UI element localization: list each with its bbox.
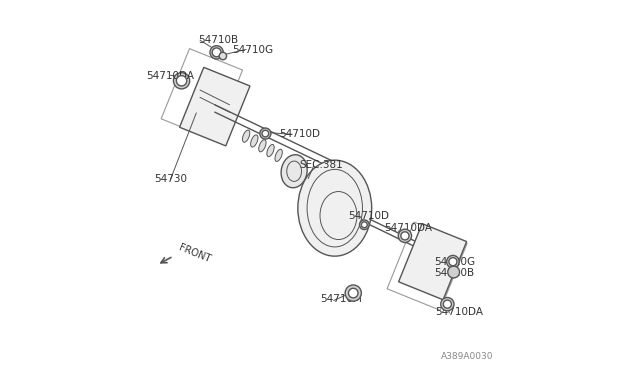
Circle shape xyxy=(262,130,269,137)
Circle shape xyxy=(345,285,362,301)
Text: SEC.381: SEC.381 xyxy=(300,160,344,170)
Ellipse shape xyxy=(243,130,250,142)
Text: FRONT: FRONT xyxy=(177,242,212,264)
Text: 54710B: 54710B xyxy=(434,268,474,278)
Text: 54710G: 54710G xyxy=(232,45,273,55)
Circle shape xyxy=(212,48,221,57)
Ellipse shape xyxy=(251,135,258,147)
Circle shape xyxy=(398,229,412,243)
Circle shape xyxy=(173,73,189,89)
Text: 54710M: 54710M xyxy=(320,294,362,304)
Ellipse shape xyxy=(267,144,274,157)
Ellipse shape xyxy=(298,160,372,256)
Circle shape xyxy=(444,300,451,308)
Circle shape xyxy=(360,220,369,230)
Text: 54710B: 54710B xyxy=(198,35,238,45)
Circle shape xyxy=(348,288,358,298)
Circle shape xyxy=(260,128,271,139)
Circle shape xyxy=(441,298,454,311)
Text: A389A0030: A389A0030 xyxy=(441,352,493,361)
Text: 54710DA: 54710DA xyxy=(385,224,433,234)
Circle shape xyxy=(220,52,227,60)
Text: 54710DA: 54710DA xyxy=(435,307,483,317)
Circle shape xyxy=(177,76,187,86)
Text: 54710D: 54710D xyxy=(280,129,321,139)
Text: 54710DA: 54710DA xyxy=(147,71,195,81)
Circle shape xyxy=(448,266,460,278)
Circle shape xyxy=(362,222,367,228)
Text: 54710D: 54710D xyxy=(348,211,388,221)
Ellipse shape xyxy=(281,155,307,188)
Ellipse shape xyxy=(259,140,266,152)
Text: 54710G: 54710G xyxy=(434,257,475,267)
Polygon shape xyxy=(399,224,467,300)
Circle shape xyxy=(449,258,457,266)
Circle shape xyxy=(210,46,223,59)
Ellipse shape xyxy=(275,149,282,161)
Polygon shape xyxy=(180,67,250,146)
Text: 54730: 54730 xyxy=(154,174,187,185)
Circle shape xyxy=(447,256,459,268)
Circle shape xyxy=(401,232,409,240)
